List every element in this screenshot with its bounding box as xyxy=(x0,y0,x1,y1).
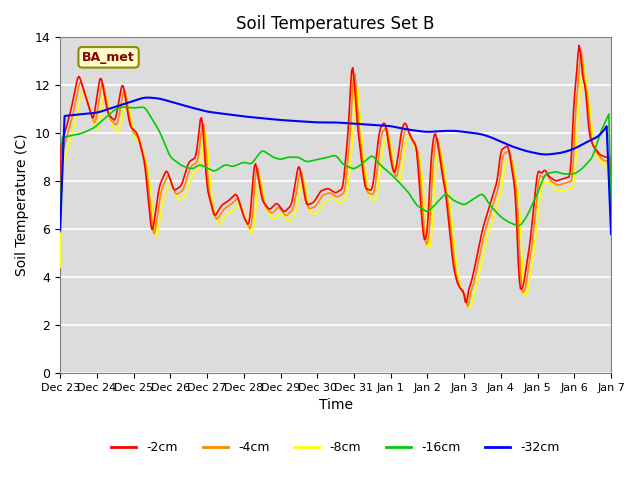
Text: BA_met: BA_met xyxy=(82,51,135,64)
Y-axis label: Soil Temperature (C): Soil Temperature (C) xyxy=(15,134,29,276)
X-axis label: Time: Time xyxy=(319,398,353,412)
Title: Soil Temperatures Set B: Soil Temperatures Set B xyxy=(236,15,435,33)
Legend: -2cm, -4cm, -8cm, -16cm, -32cm: -2cm, -4cm, -8cm, -16cm, -32cm xyxy=(106,436,564,459)
